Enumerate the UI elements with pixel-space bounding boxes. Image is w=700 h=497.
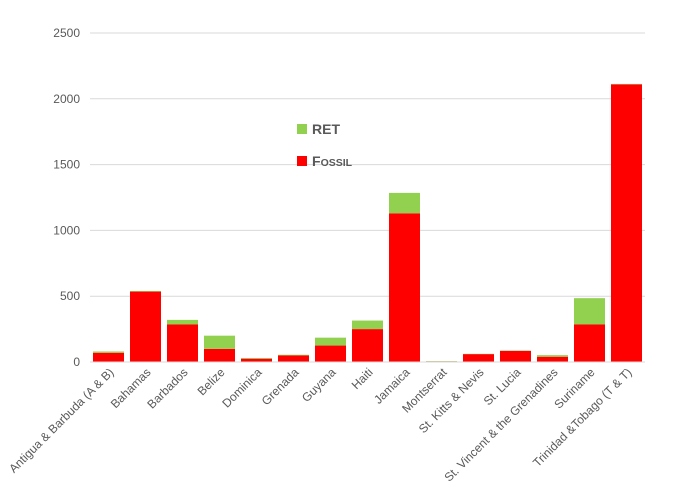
bar-fossil xyxy=(574,324,605,362)
x-axis-ticks: Antigua & Barbuda (A & B)BahamasBarbados… xyxy=(6,365,634,485)
y-tick-label: 1500 xyxy=(53,158,80,172)
y-tick-label: 500 xyxy=(60,289,80,303)
bar-fossil xyxy=(93,352,124,362)
bar-fossil xyxy=(130,291,161,362)
bar-fossil xyxy=(204,348,235,362)
bar-ret xyxy=(278,354,309,356)
x-tick-label: Dominica xyxy=(219,365,264,410)
x-tick-label: Antigua & Barbuda (A & B) xyxy=(6,365,116,475)
bar-ret xyxy=(389,192,420,214)
bar-fossil xyxy=(611,84,642,362)
bar-ret xyxy=(241,358,272,359)
bar-ret xyxy=(315,337,346,346)
y-axis-ticks: 0 500 1000 1500 2000 2500 xyxy=(53,26,80,369)
gridlines xyxy=(90,32,645,297)
x-tick-label: Belize xyxy=(195,365,228,398)
y-tick-label: 0 xyxy=(73,355,80,369)
bar-fossil xyxy=(167,324,198,362)
bar-fossil xyxy=(537,356,568,362)
bar-ret xyxy=(352,320,383,330)
bar-fossil xyxy=(241,358,272,362)
x-tick-label: St. Kitts & Nevis xyxy=(416,365,487,436)
bar-fossil xyxy=(315,345,346,362)
bar-ret xyxy=(537,355,568,357)
legend-swatch-fossil xyxy=(297,156,307,166)
bar-fossil xyxy=(278,355,309,362)
legend-swatch-ret xyxy=(297,124,307,134)
bar-ret xyxy=(574,298,605,325)
x-tick-label: Haiti xyxy=(349,365,376,392)
bar-fossil xyxy=(463,354,494,362)
legend-label-ret: RET xyxy=(312,121,340,137)
legend-label-fossil: FOSSIL xyxy=(312,153,353,169)
x-tick-label: Grenada xyxy=(259,365,302,408)
legend-label-fossil-initial: F xyxy=(312,153,321,169)
legend-label-fossil-rest: OSSIL xyxy=(321,157,353,169)
bar-ret xyxy=(93,351,124,353)
bar-ret xyxy=(130,290,161,292)
legend: RET FOSSIL xyxy=(297,121,353,169)
y-tick-label: 2500 xyxy=(53,26,80,40)
bar-ret xyxy=(204,335,235,349)
y-tick-label: 2000 xyxy=(53,92,80,106)
bar-fossil xyxy=(352,329,383,362)
bar-fossil xyxy=(389,213,420,362)
y-tick-label: 1000 xyxy=(53,223,80,237)
x-tick-label: Barbados xyxy=(144,365,190,411)
x-tick-label: Guyana xyxy=(299,365,339,405)
bar-ret xyxy=(167,319,198,325)
bar-fossil xyxy=(500,350,531,362)
bars xyxy=(93,83,642,362)
